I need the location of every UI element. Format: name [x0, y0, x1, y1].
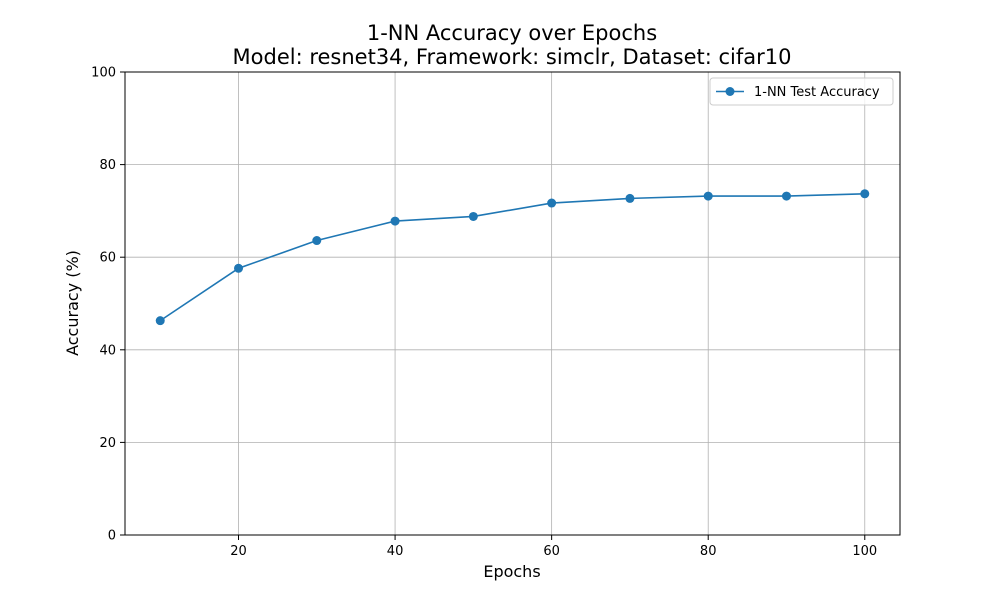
data-point — [155, 316, 165, 326]
data-point — [781, 191, 791, 201]
data-point — [312, 236, 322, 246]
x-tick-label: 100 — [852, 544, 877, 559]
data-point — [234, 263, 244, 273]
y-axis-label: Accuracy (%) — [63, 250, 82, 356]
x-tick-label: 60 — [543, 544, 560, 559]
axes: 20 40 60 80 100 0 20 40 60 80 100 — [91, 66, 901, 559]
legend-swatch-marker — [725, 87, 735, 96]
y-tick-label: 20 — [99, 436, 116, 451]
y-tick-label: 60 — [99, 251, 116, 266]
chart-subtitle: Model: resnet34, Framework: simclr, Data… — [233, 45, 792, 69]
legend: 1-NN Test Accuracy — [709, 77, 894, 106]
x-axis-label: Epochs — [483, 562, 540, 581]
legend-label: 1-NN Test Accuracy — [754, 85, 880, 100]
data-point — [625, 193, 635, 203]
x-tick-label: 80 — [700, 544, 717, 559]
grid — [125, 71, 900, 536]
series-layer — [155, 189, 870, 326]
data-point — [547, 198, 557, 208]
data-point — [468, 211, 478, 221]
chart-title: 1-NN Accuracy over Epochs — [367, 21, 657, 45]
y-tick-label: 80 — [99, 158, 116, 173]
plot-frame — [124, 71, 901, 536]
data-point — [860, 189, 870, 199]
y-tick-label: 0 — [108, 529, 116, 544]
series-line — [159, 192, 865, 322]
y-tick-label: 100 — [91, 66, 116, 81]
data-point — [703, 191, 713, 201]
legend-box — [709, 77, 894, 106]
x-tick-label: 20 — [230, 544, 247, 559]
y-tick-label: 40 — [99, 343, 116, 358]
x-tick-label: 40 — [387, 544, 404, 559]
data-point — [390, 216, 400, 226]
